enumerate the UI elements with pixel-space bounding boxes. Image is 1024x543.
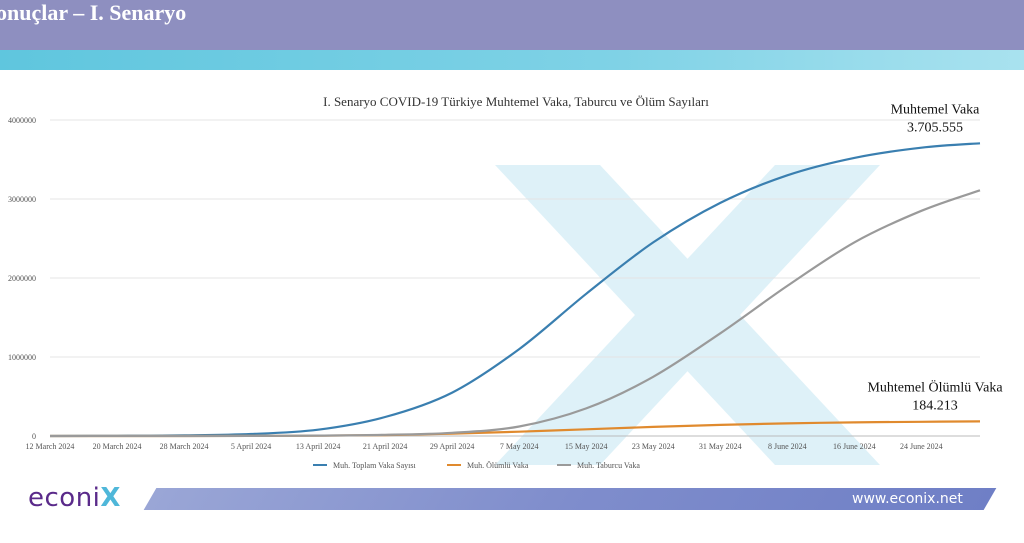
chart: I. Senaryo COVID-19 Türkiye Muhtemel Vak… xyxy=(8,94,1003,470)
x-tick-label: 13 April 2024 xyxy=(296,442,340,451)
series-line xyxy=(50,189,981,438)
legend-label: Muh. Taburcu Vaka xyxy=(577,461,640,470)
annotation-label: Muhtemel Vaka xyxy=(891,102,981,117)
y-tick-label: 0 xyxy=(32,432,36,441)
x-tick-label: 20 March 2024 xyxy=(93,442,142,451)
x-tick-label: 5 April 2024 xyxy=(231,442,271,451)
annotation-label: Muhtemel Ölümlü Vaka xyxy=(867,378,1003,395)
x-tick-label: 23 May 2024 xyxy=(632,442,675,451)
x-tick-label: 7 May 2024 xyxy=(500,442,539,451)
x-tick-label: 31 May 2024 xyxy=(699,442,742,451)
y-tick-label: 4000000 xyxy=(8,116,36,125)
legend-label: Muh. Toplam Vaka Sayısı xyxy=(333,461,416,470)
chart-title: I. Senaryo COVID-19 Türkiye Muhtemel Vak… xyxy=(323,94,709,109)
logo-x-icon: X xyxy=(100,483,121,513)
y-axis: 0 1000000 2000000 3000000 4000000 xyxy=(8,116,36,441)
x-axis: 12 March 2024 20 March 2024 28 March 2024 5… xyxy=(26,442,943,451)
x-tick-label: 8 June 2024 xyxy=(768,442,807,451)
watermark-x xyxy=(495,165,880,465)
series-lines xyxy=(49,142,981,438)
page-title: onuçlar – I. Senaryo xyxy=(0,0,187,25)
x-tick-label: 12 March 2024 xyxy=(26,442,75,451)
annotation-value: 184.213 xyxy=(912,398,958,413)
annotation-value: 3.705.555 xyxy=(907,120,963,135)
y-tick-label: 1000000 xyxy=(8,353,36,362)
x-tick-label: 21 April 2024 xyxy=(363,442,407,451)
legend-label: Muh. Ölümlü Vaka xyxy=(467,461,529,470)
header-stripe xyxy=(0,50,1024,70)
logo-text: econi xyxy=(28,483,101,513)
x-tick-label: 29 April 2024 xyxy=(430,442,474,451)
x-tick-label: 15 May 2024 xyxy=(565,442,608,451)
y-tick-label: 2000000 xyxy=(8,274,36,283)
y-tick-label: 3000000 xyxy=(8,195,36,204)
x-tick-label: 16 June 2024 xyxy=(833,442,876,451)
x-tick-label: 24 June 2024 xyxy=(900,442,943,451)
annotations: Muhtemel Vaka 3.705.555 Muhtemel Ölümlü Va… xyxy=(867,102,1003,413)
x-tick-label: 28 March 2024 xyxy=(160,442,209,451)
legend: Muh. Toplam Vaka Sayısı Muh. Ölümlü Vaka M… xyxy=(313,461,640,470)
footer-url: www.econix.net xyxy=(852,491,963,507)
header-bar: onuçlar – I. Senaryo xyxy=(0,0,1024,50)
econix-logo: econiX xyxy=(28,480,121,516)
